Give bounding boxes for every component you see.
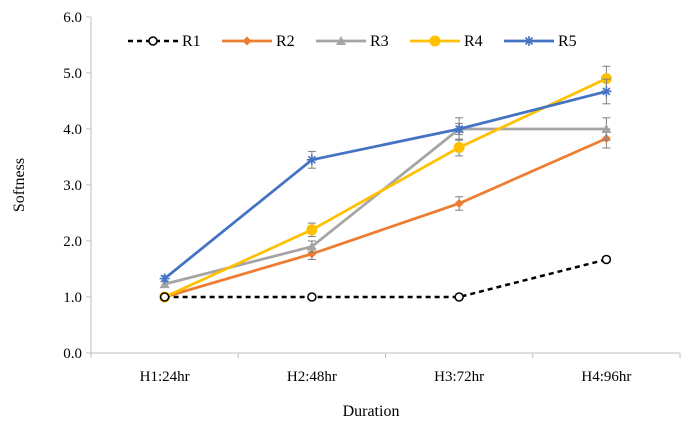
- legend-item-r1: R1: [128, 33, 201, 50]
- series-line: [163, 90, 607, 280]
- series-line: [164, 258, 607, 299]
- data-point-marker: [454, 198, 464, 208]
- series-r4: [159, 65, 612, 303]
- data-point-marker: [454, 124, 465, 134]
- y-tick-label: 3.0: [63, 178, 82, 194]
- legend-item-r4: R4: [410, 33, 483, 50]
- series-line: [164, 77, 607, 299]
- data-point-marker: [453, 141, 465, 153]
- y-tick-label: 0.0: [63, 346, 82, 362]
- y-tick-label: 5.0: [63, 66, 82, 82]
- data-point-marker: [524, 36, 534, 46]
- series-r1: [159, 254, 612, 302]
- data-point-marker: [159, 292, 170, 302]
- legend-label: R5: [558, 33, 577, 50]
- data-point-marker: [242, 36, 252, 46]
- y-tick-label: 6.0: [63, 10, 82, 26]
- data-point-marker: [306, 224, 318, 236]
- legend-item-r2: R2: [222, 33, 295, 50]
- data-point-marker: [601, 254, 612, 265]
- y-tick-labels: 0.0 1.0 2.0 3.0 4.0 5.0 6.0: [63, 10, 91, 362]
- legend-label: R4: [464, 33, 483, 50]
- y-tick-label: 2.0: [63, 234, 82, 250]
- series-line: [164, 127, 607, 286]
- data-point-marker: [307, 249, 317, 259]
- data-point-marker: [454, 292, 464, 302]
- x-tick-label: H1:24hr: [140, 369, 190, 385]
- data-point-marker: [601, 86, 612, 97]
- data-point-marker: [159, 279, 170, 289]
- x-tick-labels: H1:24hr H2:48hr H3:72hr H4:96hr: [90, 353, 681, 385]
- data-point-marker: [306, 241, 317, 251]
- data-point-marker: [148, 36, 158, 46]
- legend-label: R2: [276, 33, 295, 50]
- x-tick-label: H4:96hr: [581, 369, 631, 385]
- data-point-marker: [601, 124, 612, 133]
- legend-item-r3: R3: [316, 33, 389, 50]
- data-point-marker: [159, 273, 170, 284]
- x-tick-label: H3:72hr: [434, 369, 484, 385]
- series-r5: [159, 78, 612, 284]
- x-axis-title: Duration: [343, 403, 400, 420]
- legend-item-r5: R5: [504, 33, 577, 50]
- legend-label: R1: [182, 33, 201, 50]
- legend: R1 R2 R3 R4 R5: [128, 33, 577, 50]
- data-point-marker: [429, 35, 441, 47]
- series-group: [159, 65, 612, 303]
- data-point-marker: [307, 292, 317, 302]
- y-tick-label: 1.0: [63, 290, 82, 306]
- y-axis-title: Softness: [11, 158, 28, 212]
- y-tick-label: 4.0: [63, 122, 82, 138]
- data-point-marker: [306, 154, 317, 165]
- series-line: [164, 137, 607, 299]
- x-tick-label: H2:48hr: [287, 369, 337, 385]
- axes: [90, 17, 680, 354]
- data-point-marker: [336, 36, 346, 45]
- legend-label: R3: [370, 33, 389, 50]
